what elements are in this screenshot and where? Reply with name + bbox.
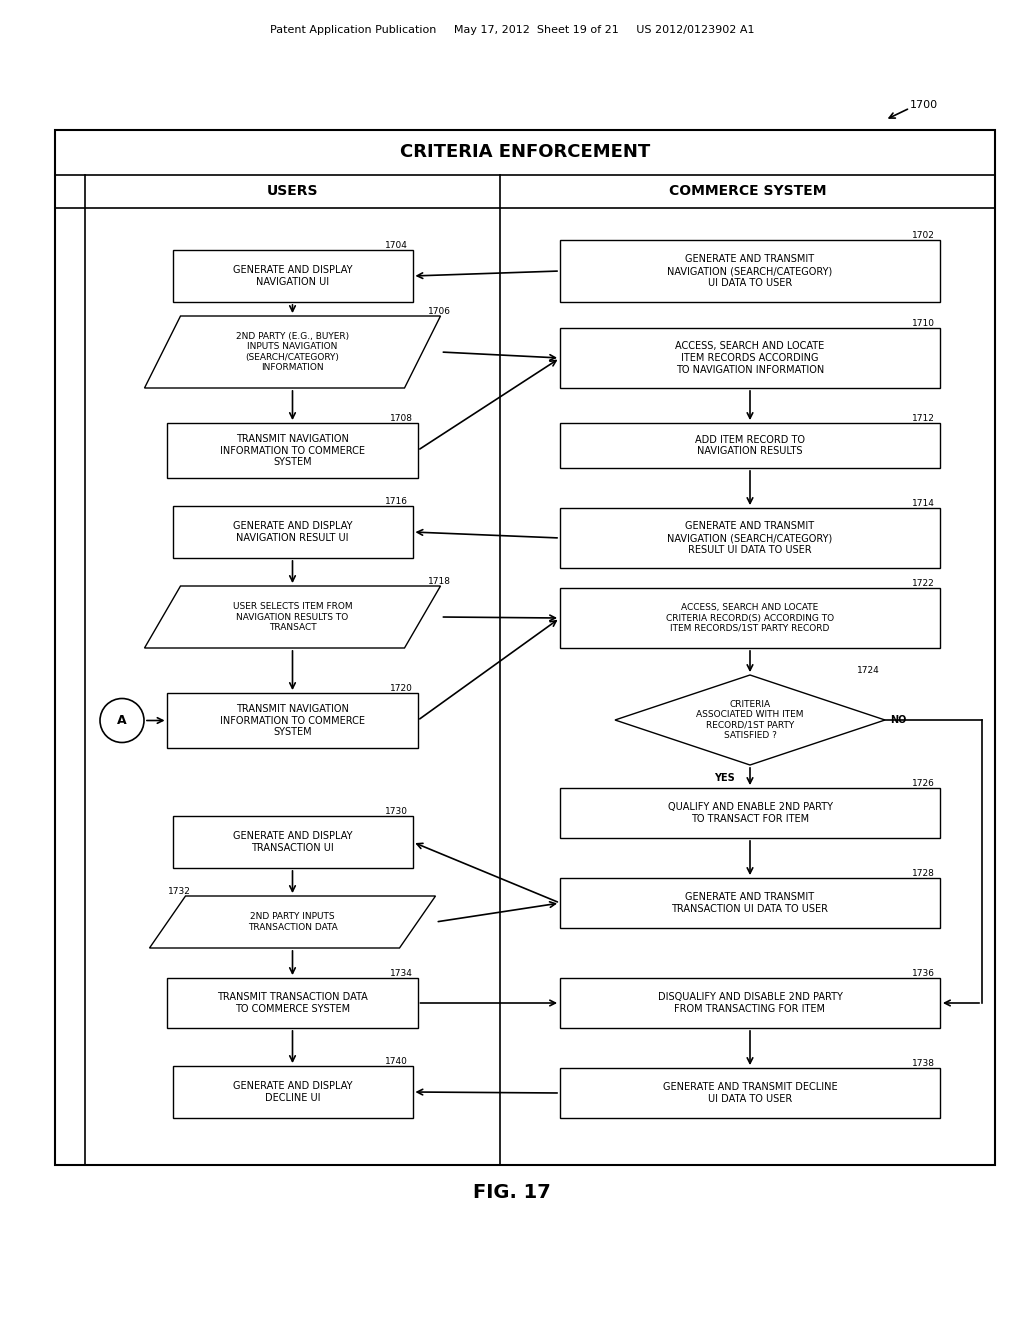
Text: 1708: 1708 [389, 414, 413, 422]
Text: GENERATE AND TRANSMIT DECLINE
UI DATA TO USER: GENERATE AND TRANSMIT DECLINE UI DATA TO… [663, 1082, 838, 1104]
Polygon shape [150, 896, 435, 948]
Circle shape [100, 698, 144, 742]
FancyBboxPatch shape [560, 327, 940, 388]
Text: 1720: 1720 [389, 684, 413, 693]
Text: 1728: 1728 [912, 869, 935, 878]
FancyBboxPatch shape [560, 422, 940, 469]
FancyBboxPatch shape [168, 693, 418, 748]
Text: TRANSMIT NAVIGATION
INFORMATION TO COMMERCE
SYSTEM: TRANSMIT NAVIGATION INFORMATION TO COMME… [220, 704, 365, 737]
Text: COMMERCE SYSTEM: COMMERCE SYSTEM [669, 185, 826, 198]
Text: 1710: 1710 [912, 319, 935, 327]
Text: QUALIFY AND ENABLE 2ND PARTY
TO TRANSACT FOR ITEM: QUALIFY AND ENABLE 2ND PARTY TO TRANSACT… [668, 803, 833, 824]
Text: 1740: 1740 [385, 1057, 408, 1067]
Text: 1734: 1734 [389, 969, 413, 978]
FancyBboxPatch shape [55, 129, 995, 1166]
Text: FIG. 17: FIG. 17 [473, 1183, 551, 1201]
Text: 1714: 1714 [912, 499, 935, 508]
Text: GENERATE AND TRANSMIT
TRANSACTION UI DATA TO USER: GENERATE AND TRANSMIT TRANSACTION UI DAT… [672, 892, 828, 913]
FancyBboxPatch shape [172, 816, 413, 869]
Text: YES: YES [715, 774, 735, 783]
FancyBboxPatch shape [560, 1068, 940, 1118]
Text: 1730: 1730 [384, 807, 408, 816]
Text: 1706: 1706 [427, 308, 451, 315]
Text: 2ND PARTY INPUTS
TRANSACTION DATA: 2ND PARTY INPUTS TRANSACTION DATA [248, 912, 337, 932]
Text: USER SELECTS ITEM FROM
NAVIGATION RESULTS TO
TRANSACT: USER SELECTS ITEM FROM NAVIGATION RESULT… [232, 602, 352, 632]
FancyBboxPatch shape [168, 978, 418, 1028]
Text: DISQUALIFY AND DISABLE 2ND PARTY
FROM TRANSACTING FOR ITEM: DISQUALIFY AND DISABLE 2ND PARTY FROM TR… [657, 993, 843, 1014]
Text: 1716: 1716 [384, 498, 408, 506]
Text: A: A [117, 714, 127, 727]
Text: GENERATE AND DISPLAY
NAVIGATION RESULT UI: GENERATE AND DISPLAY NAVIGATION RESULT U… [232, 521, 352, 543]
Text: CRITERIA ENFORCEMENT: CRITERIA ENFORCEMENT [400, 143, 650, 161]
FancyBboxPatch shape [560, 878, 940, 928]
Text: 1722: 1722 [912, 579, 935, 587]
Polygon shape [615, 675, 885, 766]
FancyBboxPatch shape [172, 506, 413, 558]
Text: ACCESS, SEARCH AND LOCATE
CRITERIA RECORD(S) ACCORDING TO
ITEM RECORDS/1ST PARTY: ACCESS, SEARCH AND LOCATE CRITERIA RECOR… [666, 603, 835, 632]
Text: 1702: 1702 [912, 231, 935, 240]
Text: GENERATE AND DISPLAY
DECLINE UI: GENERATE AND DISPLAY DECLINE UI [232, 1081, 352, 1102]
FancyBboxPatch shape [168, 422, 418, 478]
FancyBboxPatch shape [560, 587, 940, 648]
Text: 1704: 1704 [385, 242, 408, 249]
Text: 1718: 1718 [427, 577, 451, 586]
Text: GENERATE AND DISPLAY
NAVIGATION UI: GENERATE AND DISPLAY NAVIGATION UI [232, 265, 352, 286]
Text: ACCESS, SEARCH AND LOCATE
ITEM RECORDS ACCORDING
TO NAVIGATION INFORMATION: ACCESS, SEARCH AND LOCATE ITEM RECORDS A… [676, 342, 824, 375]
Text: 1732: 1732 [168, 887, 190, 896]
Text: NO: NO [890, 715, 906, 725]
FancyBboxPatch shape [560, 788, 940, 838]
Text: 2ND PARTY (E.G., BUYER)
INPUTS NAVIGATION
(SEARCH/CATEGORY)
INFORMATION: 2ND PARTY (E.G., BUYER) INPUTS NAVIGATIO… [236, 331, 349, 372]
Text: TRANSMIT TRANSACTION DATA
TO COMMERCE SYSTEM: TRANSMIT TRANSACTION DATA TO COMMERCE SY… [217, 993, 368, 1014]
FancyBboxPatch shape [560, 240, 940, 302]
Text: ADD ITEM RECORD TO
NAVIGATION RESULTS: ADD ITEM RECORD TO NAVIGATION RESULTS [695, 434, 805, 457]
Text: 1724: 1724 [857, 667, 880, 675]
Text: TRANSMIT NAVIGATION
INFORMATION TO COMMERCE
SYSTEM: TRANSMIT NAVIGATION INFORMATION TO COMME… [220, 434, 365, 467]
Text: 1700: 1700 [910, 100, 938, 110]
Text: 1736: 1736 [912, 969, 935, 978]
Text: GENERATE AND TRANSMIT
NAVIGATION (SEARCH/CATEGORY)
UI DATA TO USER: GENERATE AND TRANSMIT NAVIGATION (SEARCH… [668, 255, 833, 288]
Text: GENERATE AND TRANSMIT
NAVIGATION (SEARCH/CATEGORY)
RESULT UI DATA TO USER: GENERATE AND TRANSMIT NAVIGATION (SEARCH… [668, 521, 833, 554]
Text: Patent Application Publication     May 17, 2012  Sheet 19 of 21     US 2012/0123: Patent Application Publication May 17, 2… [269, 25, 755, 36]
Text: GENERATE AND DISPLAY
TRANSACTION UI: GENERATE AND DISPLAY TRANSACTION UI [232, 832, 352, 853]
Text: USERS: USERS [266, 185, 318, 198]
Polygon shape [144, 586, 440, 648]
Text: CRITERIA
ASSOCIATED WITH ITEM
RECORD/1ST PARTY
SATISFIED ?: CRITERIA ASSOCIATED WITH ITEM RECORD/1ST… [696, 700, 804, 741]
FancyBboxPatch shape [560, 978, 940, 1028]
Text: 1726: 1726 [912, 779, 935, 788]
Text: 1712: 1712 [912, 414, 935, 422]
Text: 1738: 1738 [912, 1059, 935, 1068]
Polygon shape [144, 315, 440, 388]
FancyBboxPatch shape [560, 508, 940, 568]
FancyBboxPatch shape [172, 1067, 413, 1118]
FancyBboxPatch shape [172, 249, 413, 302]
